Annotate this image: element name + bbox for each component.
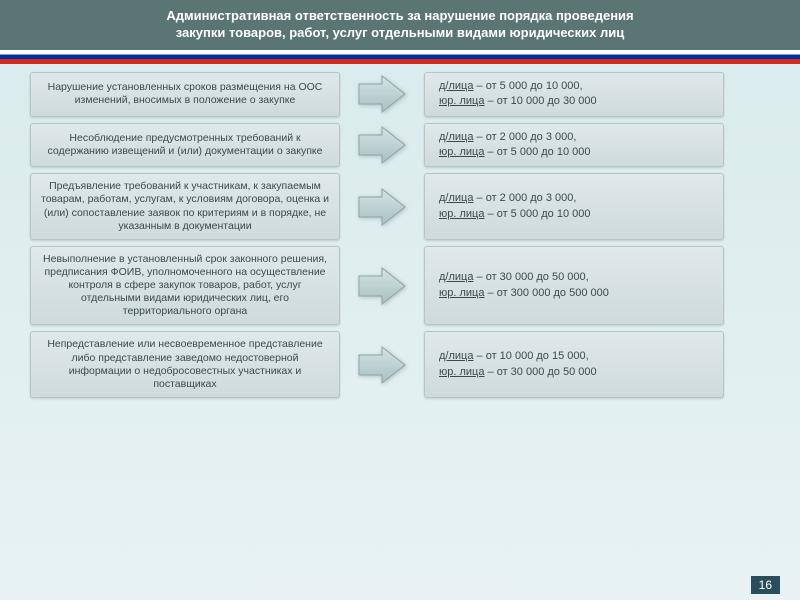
- penalty-yl: юр. лица – от 30 000 до 50 000: [439, 365, 709, 380]
- penalty-box: д/лица – от 30 000 до 50 000, юр. лица –…: [424, 246, 724, 326]
- violation-box: Предъявление требований к участникам, к …: [30, 173, 340, 240]
- penalty-yl: юр. лица – от 300 000 до 500 000: [439, 286, 709, 301]
- penalty-yl: юр. лица – от 10 000 до 30 000: [439, 94, 709, 109]
- yl-label: юр. лица: [439, 146, 484, 158]
- dl-range: – от 2 000 до 3 000,: [473, 192, 576, 204]
- yl-range: – от 5 000 до 10 000: [484, 208, 590, 220]
- penalty-dl: д/лица – от 2 000 до 3 000,: [439, 191, 709, 206]
- penalty-dl: д/лица – от 30 000 до 50 000,: [439, 270, 709, 285]
- penalty-yl: юр. лица – от 5 000 до 10 000: [439, 145, 709, 160]
- yl-label: юр. лица: [439, 95, 484, 107]
- yl-range: – от 30 000 до 50 000: [484, 366, 596, 378]
- row-4: Невыполнение в установленный срок законн…: [30, 246, 770, 326]
- penalty-box: д/лица – от 2 000 до 3 000, юр. лица – о…: [424, 123, 724, 168]
- rows-container: Нарушение установленных сроков размещени…: [0, 72, 800, 398]
- violation-box: Нарушение установленных сроков размещени…: [30, 72, 340, 117]
- dl-label: д/лица: [439, 350, 473, 362]
- title-line1: Административная ответственность за нару…: [166, 8, 633, 23]
- penalty-dl: д/лица – от 2 000 до 3 000,: [439, 130, 709, 145]
- yl-range: – от 5 000 до 10 000: [484, 146, 590, 158]
- penalty-dl: д/лица – от 5 000 до 10 000,: [439, 79, 709, 94]
- penalty-box: д/лица – от 10 000 до 15 000, юр. лица –…: [424, 331, 724, 398]
- arrow-icon: [352, 72, 412, 117]
- arrow-icon: [352, 123, 412, 168]
- title-line2: закупки товаров, работ, услуг отдельными…: [176, 25, 625, 40]
- penalty-box: д/лица – от 2 000 до 3 000, юр. лица – о…: [424, 173, 724, 240]
- dl-label: д/лица: [439, 271, 473, 283]
- penalty-yl: юр. лица – от 5 000 до 10 000: [439, 207, 709, 222]
- yl-range: – от 300 000 до 500 000: [484, 287, 608, 299]
- violation-box: Непредставление или несвоевременное пред…: [30, 331, 340, 398]
- row-5: Непредставление или несвоевременное пред…: [30, 331, 770, 398]
- row-3: Предъявление требований к участникам, к …: [30, 173, 770, 240]
- yl-label: юр. лица: [439, 366, 484, 378]
- slide-title: Административная ответственность за нару…: [0, 0, 800, 50]
- dl-label: д/лица: [439, 192, 473, 204]
- violation-box: Несоблюдение предусмотренных требований …: [30, 123, 340, 168]
- dl-range: – от 30 000 до 50 000,: [473, 271, 588, 283]
- yl-label: юр. лица: [439, 208, 484, 220]
- arrow-icon: [352, 246, 412, 326]
- row-1: Нарушение установленных сроков размещени…: [30, 72, 770, 117]
- tricolor-stripe: [0, 50, 800, 64]
- penalty-dl: д/лица – от 10 000 до 15 000,: [439, 349, 709, 364]
- row-2: Несоблюдение предусмотренных требований …: [30, 123, 770, 168]
- violation-box: Невыполнение в установленный срок законн…: [30, 246, 340, 326]
- dl-range: – от 2 000 до 3 000,: [473, 131, 576, 143]
- yl-label: юр. лица: [439, 287, 484, 299]
- penalty-box: д/лица – от 5 000 до 10 000, юр. лица – …: [424, 72, 724, 117]
- dl-range: – от 10 000 до 15 000,: [473, 350, 588, 362]
- dl-label: д/лица: [439, 80, 473, 92]
- page-number: 16: [751, 576, 780, 594]
- arrow-icon: [352, 173, 412, 240]
- arrow-icon: [352, 331, 412, 398]
- dl-range: – от 5 000 до 10 000,: [473, 80, 582, 92]
- yl-range: – от 10 000 до 30 000: [484, 95, 596, 107]
- dl-label: д/лица: [439, 131, 473, 143]
